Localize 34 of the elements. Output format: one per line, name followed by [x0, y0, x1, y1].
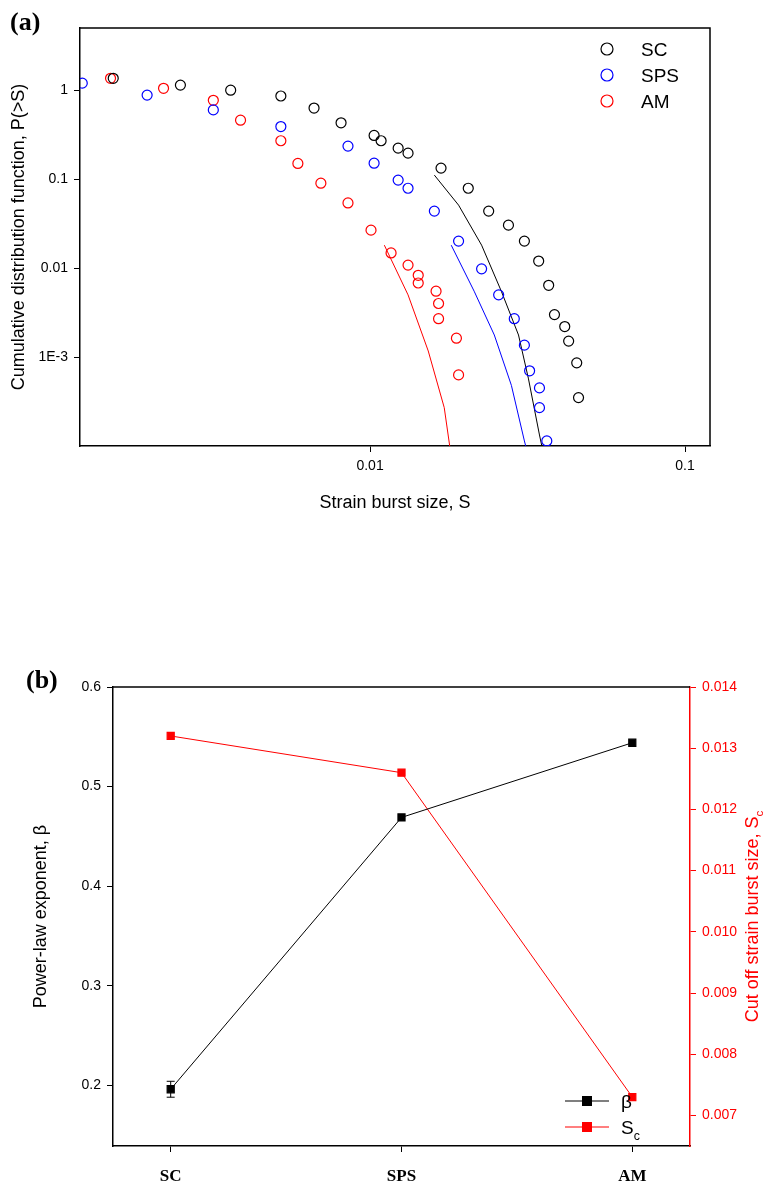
y-tick-label: 0.3 — [81, 976, 102, 993]
point — [397, 813, 406, 822]
point — [397, 768, 406, 777]
y-axis-title: Cumulative distribution function, P(>S) — [8, 83, 28, 391]
y2-tick-label: 0.010 — [702, 922, 738, 939]
y2-tick-label: 0.008 — [702, 1045, 738, 1062]
y-tick-label: 0.01 — [40, 258, 69, 275]
y-tick-label: 1 — [60, 81, 69, 98]
y2-tick-label: 0.011 — [702, 861, 737, 878]
y-tick-label: 0.6 — [81, 677, 102, 694]
y2-tick-label: 0.013 — [702, 739, 738, 756]
legend-label: SPS — [641, 65, 680, 86]
y2-tick-label: 0.009 — [702, 983, 738, 1000]
y-tick-label: 0.1 — [48, 169, 69, 186]
chart-title: (a) — [10, 7, 41, 36]
legend-label: β — [621, 1091, 632, 1112]
legend-label: SC — [641, 39, 668, 60]
y2-tick-label: 0.014 — [702, 677, 738, 694]
y-tick-label: 0.2 — [81, 1076, 102, 1093]
point — [628, 738, 637, 747]
y2-axis-title: Cut off strain burst size, Sc — [742, 810, 766, 1023]
y-tick-label: 1E-3 — [38, 347, 69, 364]
y2-tick-label: 0.012 — [702, 800, 738, 817]
y-axis-title: Power-law exponent, β — [30, 824, 50, 1009]
x-tick-label: SC — [159, 1165, 182, 1185]
y-tick-label: 0.5 — [81, 777, 102, 794]
y-tick-label: 0.4 — [81, 876, 102, 893]
x-tick-label: SPS — [386, 1165, 417, 1185]
point — [166, 731, 175, 741]
x-tick-label: AM — [618, 1165, 647, 1185]
x-axis-title: Strain burst size, S — [319, 492, 471, 512]
y2-tick-label: 0.007 — [702, 1106, 738, 1123]
chart-title: (b) — [26, 665, 58, 694]
legend-label: AM — [641, 91, 670, 112]
